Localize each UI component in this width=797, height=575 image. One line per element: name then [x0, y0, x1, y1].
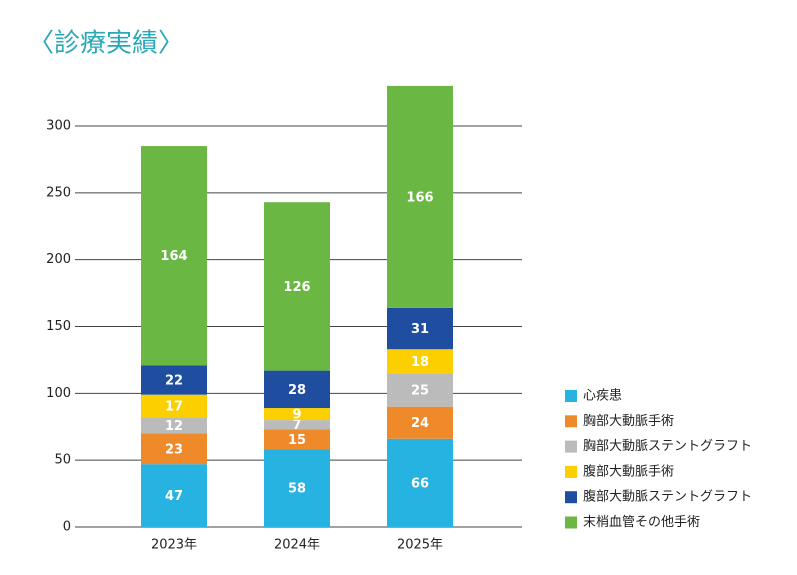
legend-swatch	[565, 440, 577, 453]
value-label: 15	[288, 433, 306, 448]
bar-segment	[141, 146, 207, 366]
bar-segment	[141, 433, 207, 465]
legend-swatch	[565, 465, 577, 478]
y-tick-label: 300	[46, 119, 71, 134]
y-tick-label: 250	[46, 185, 71, 200]
y-tick-label: 50	[54, 453, 71, 468]
value-label: 58	[288, 482, 306, 497]
bar-segment	[387, 349, 453, 374]
chart-title: 〈診療実績〉	[28, 29, 184, 59]
value-label: 18	[411, 355, 429, 370]
legend-label: 胸部大動脈手術	[583, 414, 674, 429]
value-label: 17	[165, 400, 183, 415]
legend-swatch	[565, 390, 577, 402]
bar-segment	[141, 365, 207, 395]
y-tick-label: 150	[46, 319, 71, 334]
y-tick-label: 100	[46, 386, 71, 401]
legend-label: 腹部大動脈手術	[583, 463, 674, 479]
bar-segment	[387, 373, 453, 407]
legend-label: 末梢血管その他手術	[583, 515, 700, 530]
legend-label: 腹部大動脈ステントグラフト	[583, 489, 752, 505]
legend-label: 心疾患	[583, 389, 622, 404]
value-label: 12	[165, 419, 183, 434]
bar-segment	[264, 429, 330, 450]
bar-segment	[264, 370, 330, 409]
x-tick-label: 2025年	[397, 538, 443, 553]
bar-segment	[387, 85, 453, 308]
value-label: 164	[160, 249, 187, 264]
legend-swatch	[565, 491, 577, 504]
legend-swatch	[565, 516, 577, 529]
value-label: 47	[165, 489, 183, 504]
y-tick-label: 0	[63, 520, 71, 535]
bar-segment	[387, 307, 453, 350]
bar-segment	[264, 420, 330, 430]
legend-swatch	[565, 415, 577, 428]
value-label: 28	[288, 383, 306, 398]
legend-label: 胸部大動脈ステントグラフト	[583, 439, 752, 454]
bar-segment	[264, 408, 330, 421]
bar-segment	[141, 394, 207, 418]
value-label: 9	[292, 408, 301, 423]
value-label: 24	[411, 416, 429, 431]
value-label: 31	[411, 322, 429, 337]
value-label: 22	[165, 373, 183, 388]
x-tick-label: 2024年	[274, 538, 320, 553]
x-tick-label: 2023年	[151, 538, 197, 553]
bar-segment	[141, 464, 207, 527]
value-label: 25	[411, 383, 429, 398]
value-label: 126	[283, 280, 310, 295]
y-tick-label: 200	[46, 252, 71, 267]
value-label: 66	[411, 476, 429, 491]
value-label: 7	[292, 418, 301, 433]
value-label: 23	[165, 442, 183, 457]
bar-segment	[264, 449, 330, 527]
bar-segment	[387, 438, 453, 527]
bar-segment	[264, 202, 330, 371]
bar-segment	[387, 406, 453, 439]
bar-segment	[141, 417, 207, 434]
value-label: 166	[406, 190, 433, 205]
